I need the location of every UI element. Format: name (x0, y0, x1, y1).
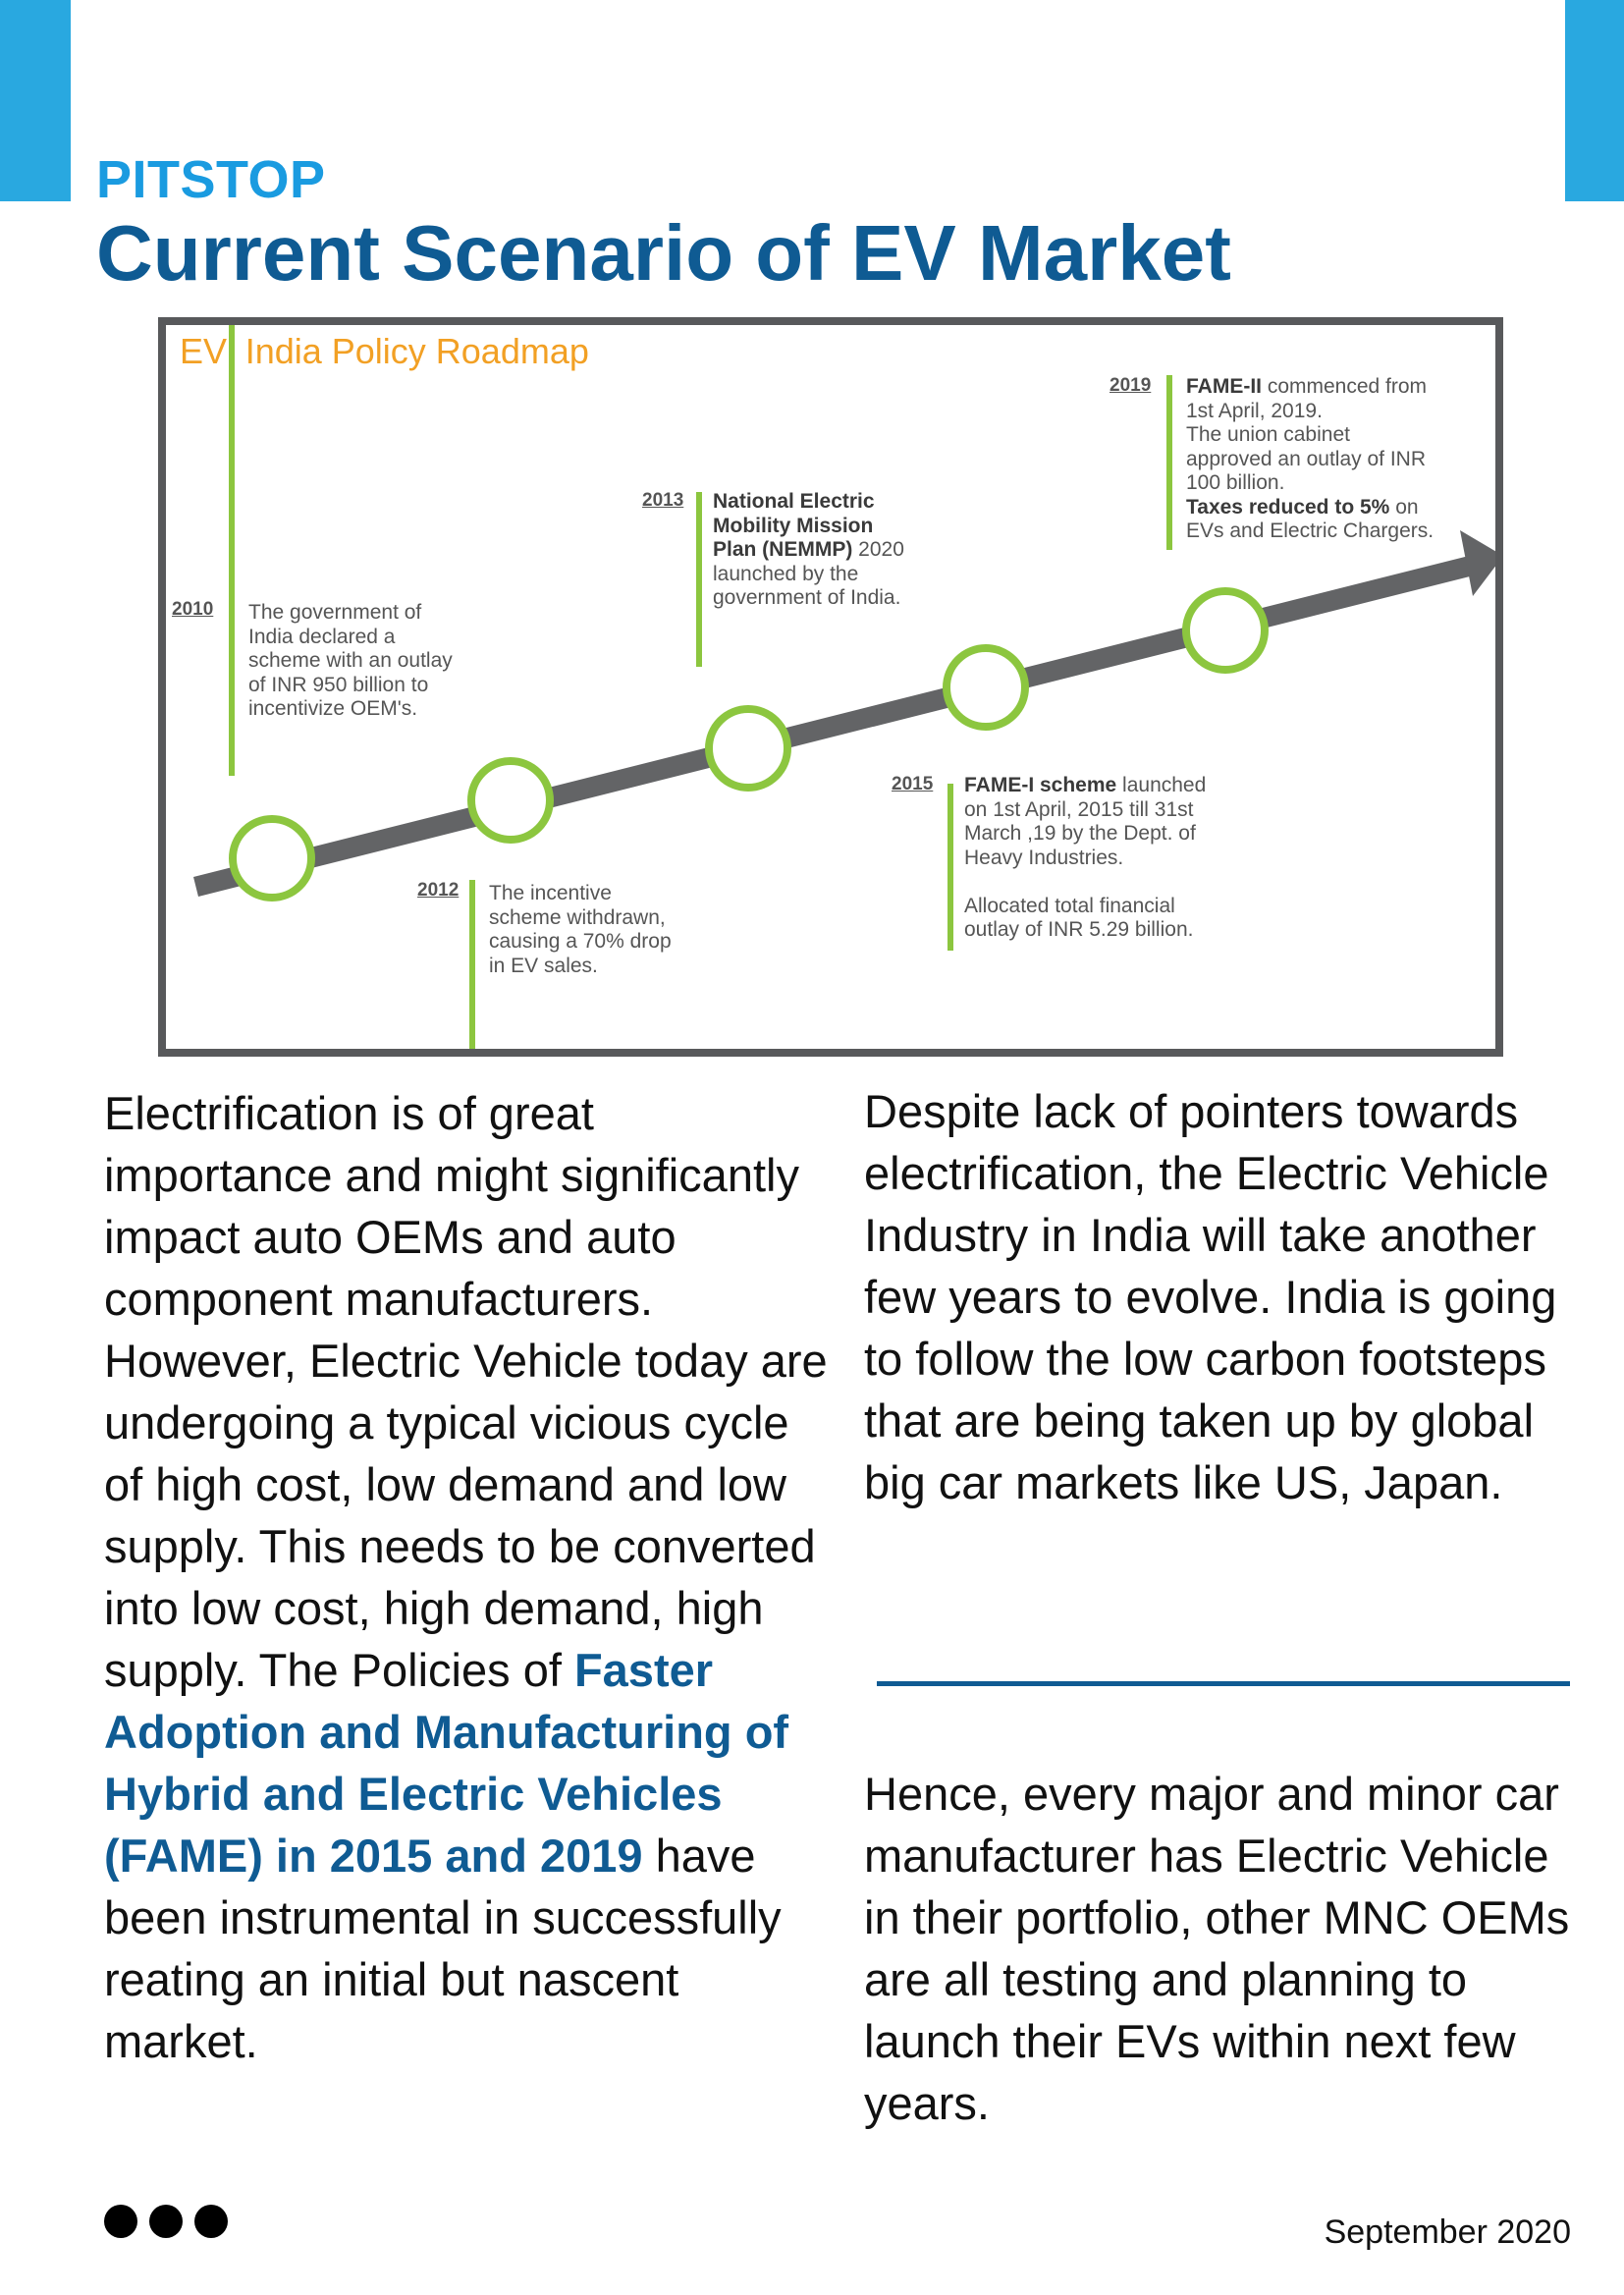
milestone-text-2012: The incentive scheme withdrawn, causing a … (489, 882, 672, 978)
milestone-plain-text: in EV sales. (489, 954, 598, 977)
right-accent-bar (1565, 0, 1624, 201)
milestone-text-2019: FAME-II commenced from 1st April, 2019. Th… (1186, 375, 1434, 544)
milestone-line: government of India. (713, 586, 904, 611)
milestone-plain-text: 1st April, 2019. (1186, 399, 1323, 422)
milestone-plain-text: on 1st April, 2015 till 31st (964, 797, 1194, 821)
milestone-line: National Electric (713, 490, 904, 515)
milestone-plain-text (964, 870, 970, 893)
dot-icon (194, 2205, 228, 2238)
milestone-plain-text: 2020 (852, 538, 904, 561)
milestone-node-2015 (943, 644, 1029, 731)
milestone-plain-text: Allocated total financial (964, 894, 1175, 917)
fame-policy-highlight: Faster Adoption and Manufacturing of Hyb… (104, 1644, 789, 1882)
milestone-line: Allocated total financial (964, 895, 1206, 919)
milestone-bold-text: FAME-I scheme (964, 774, 1117, 796)
milestone-line: Mobility Mission (713, 515, 904, 539)
milestone-line: Heavy Industries. (964, 847, 1206, 871)
dot-icon (149, 2205, 183, 2238)
milestone-line: The union cabinet (1186, 423, 1434, 448)
milestone-plain-text: approved an outlay of INR (1186, 447, 1426, 470)
milestone-plain-text: launched (1116, 774, 1207, 796)
milestone-line: 1st April, 2019. (1186, 400, 1434, 424)
milestone-plain-text: causing a 70% drop (489, 930, 672, 953)
milestone-plain-text: The union cabinet (1186, 423, 1350, 446)
milestone-plain-text: outlay of INR 5.29 billion. (964, 918, 1194, 941)
body-left-column: Electrification is of great importance a… (104, 1082, 831, 2072)
milestone-text-2015: FAME-I scheme launched on 1st April, 2015… (964, 774, 1206, 943)
milestone-plain-text: March ,19 by the Dept. of (964, 822, 1196, 845)
milestone-line: outlay of INR 5.29 billion. (964, 918, 1206, 943)
dot-icon (104, 2205, 137, 2238)
roadmap-title: EV: India Policy Roadmap (180, 331, 589, 371)
milestone-node-2013 (705, 705, 791, 792)
milestone-plain-text: commenced from (1262, 375, 1428, 398)
milestone-line: EVs and Electric Chargers. (1186, 519, 1434, 544)
milestone-line: India declared a (248, 626, 453, 650)
milestone-year-2019: 2019 (1110, 375, 1152, 396)
milestone-plain-text: government of India. (713, 586, 901, 609)
body-left-conclusion: have been instrumental in successfully r… (104, 1830, 782, 2067)
milestone-plain-text: 100 billion. (1186, 471, 1285, 494)
milestone-line: scheme withdrawn, (489, 906, 672, 931)
milestone-year-2015: 2015 (892, 774, 934, 794)
milestone-node-2012 (467, 757, 554, 844)
milestone-bold-text: Plan (NEMMP) (713, 538, 853, 561)
milestone-line: incentivize OEM's. (248, 697, 453, 722)
milestone-line: 100 billion. (1186, 471, 1434, 496)
milestone-bold-text: National Electric (713, 490, 875, 513)
body-right-column-bottom: Hence, every major and minor car manufac… (864, 1768, 1570, 2129)
milestone-plain-text: scheme withdrawn, (489, 905, 666, 929)
body-left-intro: Electrification is of great importance a… (104, 1087, 828, 1696)
milestone-node-2010 (229, 815, 315, 902)
milestone-line: FAME-II commenced from (1186, 375, 1434, 400)
issue-date: September 2020 (1324, 2213, 1571, 2251)
milestone-line: in EV sales. (489, 955, 672, 979)
left-accent-bar (0, 0, 71, 201)
milestone-line: scheme with an outlay (248, 649, 453, 674)
milestone-plain-text: The government of (248, 601, 422, 624)
milestone-bold-text: FAME-II (1186, 375, 1262, 398)
milestone-year-2010: 2010 (172, 599, 214, 620)
milestone-line: March ,19 by the Dept. of (964, 822, 1206, 847)
milestone-line: The incentive (489, 882, 672, 906)
milestone-line: of INR 950 billion to (248, 674, 453, 698)
milestone-line: The government of (248, 601, 453, 626)
milestone-line: Plan (NEMMP) 2020 (713, 538, 904, 563)
milestone-text-2010: The government of India declared a scheme … (248, 601, 453, 722)
milestone-plain-text: India declared a (248, 625, 396, 648)
milestone-line: on 1st April, 2015 till 31st (964, 798, 1206, 823)
milestone-line: approved an outlay of INR (1186, 448, 1434, 472)
milestone-line (964, 870, 1206, 895)
policy-roadmap-figure: EV: India Policy Roadmap 2010 The govern… (158, 317, 1503, 1057)
milestone-plain-text: Heavy Industries. (964, 846, 1124, 869)
milestone-year-2013: 2013 (642, 490, 684, 511)
milestone-plain-text: of INR 950 billion to (248, 673, 429, 696)
body-right-column-top: Despite lack of pointers towards electri… (864, 1085, 1557, 1508)
milestone-node-2019 (1182, 587, 1269, 674)
milestone-line: launched by the (713, 563, 904, 587)
roadmap-timeline (193, 325, 1495, 1049)
milestone-plain-text: EVs and Electric Chargers. (1186, 519, 1435, 542)
section-label: PITSTOP (96, 150, 326, 209)
milestone-plain-text: The incentive (489, 882, 612, 904)
milestone-plain-text: scheme with an outlay (248, 649, 453, 672)
roadmap-arrow-head (1460, 530, 1495, 596)
milestone-plain-text: incentivize OEM's. (248, 697, 418, 720)
milestone-line: FAME-I scheme launched (964, 774, 1206, 798)
milestone-plain-text: launched by the (713, 562, 859, 585)
milestone-year-2012: 2012 (417, 880, 460, 901)
milestone-line: Taxes reduced to 5% on (1186, 496, 1434, 520)
milestone-plain-text: on (1389, 495, 1419, 519)
milestone-bold-text: Taxes reduced to 5% (1186, 495, 1390, 519)
column-divider (877, 1681, 1570, 1686)
page-title: Current Scenario of EV Market (96, 209, 1231, 297)
milestone-text-2013: National Electric Mobility Mission Plan (N… (713, 490, 904, 611)
milestone-bold-text: Mobility Mission (713, 514, 874, 537)
milestone-line: causing a 70% drop (489, 930, 672, 955)
